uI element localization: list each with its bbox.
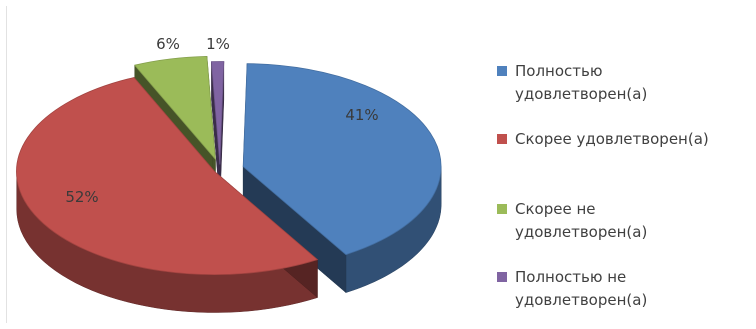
data-label: 1% xyxy=(206,35,230,53)
data-label: 52% xyxy=(65,188,98,206)
legend-item: Полностью удовлетворен(а) xyxy=(497,60,750,106)
pie-slice xyxy=(133,55,216,161)
data-label: 6% xyxy=(156,35,180,53)
pie-slice xyxy=(242,63,442,256)
legend-label: Полностью удовлетворен(а) xyxy=(515,62,648,103)
pie-slice-group xyxy=(242,63,442,294)
pie-slice-group xyxy=(16,76,319,313)
legend-item: Полностью не удовлетворен(а) xyxy=(497,266,750,312)
legend-item: Скорее удовлетворен(а) xyxy=(497,128,750,151)
legend-label: Полностью не удовлетворен(а) xyxy=(515,268,648,309)
legend-label: Скорее не удовлетворен(а) xyxy=(515,200,648,241)
data-label: 41% xyxy=(345,106,378,124)
pie-slice xyxy=(210,61,225,165)
legend-swatch xyxy=(497,272,507,282)
chart-frame xyxy=(6,6,751,323)
legend-swatch xyxy=(497,134,507,144)
pie-slice-group xyxy=(210,61,225,203)
legend-item: Скорее не удовлетворен(а) xyxy=(497,198,750,244)
pie-slice xyxy=(16,77,319,275)
legend-label: Скорее удовлетворен(а) xyxy=(515,130,709,148)
legend-swatch xyxy=(497,66,507,76)
legend-swatch xyxy=(497,204,507,214)
